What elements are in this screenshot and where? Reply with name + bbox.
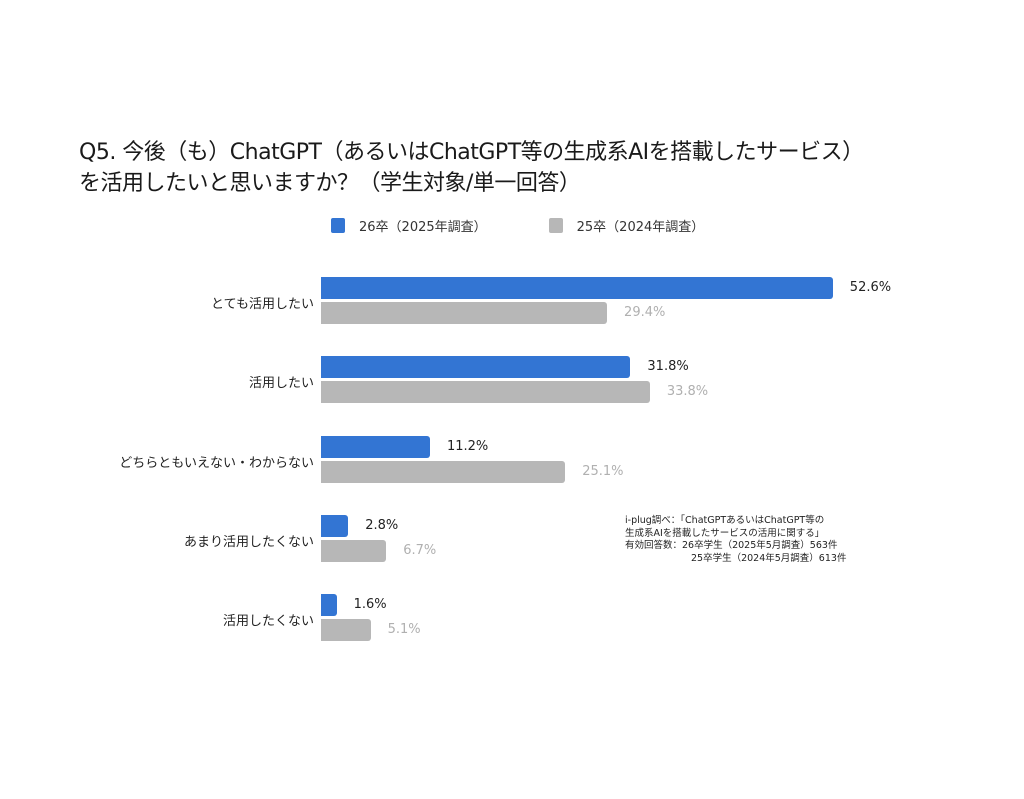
legend-swatch-2024	[548, 218, 563, 233]
legend-item-2024: 25卒（2024年調査）	[548, 216, 705, 235]
bar-value-label: 52.6%	[849, 280, 892, 295]
legend-item-2025: 26卒（2025年調査）	[331, 216, 487, 235]
bar-value-label: 11.2%	[446, 438, 489, 454]
source-note-line-2: 生成系AIを搭載したサービスの活用に関する」	[625, 527, 825, 539]
source-note-line-3: 有効回答数：26卒学生（2025年5月調査）563件	[625, 540, 838, 551]
bar-value-label: 1.6%	[353, 597, 387, 613]
legend-label-2025: 26卒（2025年調査）	[359, 220, 487, 235]
bar-value-label: 33.8%	[666, 384, 709, 400]
bar-2024	[321, 381, 650, 404]
legend-swatch-2025	[331, 218, 345, 233]
bar-value-label: 5.1%	[387, 622, 421, 638]
bar-value-label: 6.7%	[403, 542, 437, 558]
bar-value-label: 29.4%	[624, 305, 666, 320]
bar-value-label: 31.8%	[647, 359, 689, 375]
source-note-line-1: i-plug調べ：「ChatGPTあるいはChatGPT等の	[625, 515, 825, 526]
chart-title-line-1: Q5. 今後（も）ChatGPT（あるいはChatGPT等の生成系AIを搭載した…	[79, 140, 864, 165]
bar-2024	[321, 619, 371, 642]
source-note: i-plug調べ：「ChatGPTあるいはChatGPT等の 生成系AIを搭載し…	[625, 515, 846, 565]
chart-title-line-2: を活用したいと思いますか？（学生対象/単一回答）	[79, 171, 581, 196]
category-label: 活用したい	[248, 376, 314, 392]
bar-2025	[321, 594, 337, 617]
bar-2025	[321, 356, 631, 379]
bar-2024	[321, 302, 608, 324]
category-label: 活用したくない	[222, 614, 314, 630]
bar-value-label: 25.1%	[582, 463, 624, 479]
bar-2025	[321, 514, 349, 537]
chart-title: Q5. 今後（も）ChatGPT（あるいはChatGPT等の生成系AIを搭載した…	[79, 137, 864, 199]
bar-value-label: 2.8%	[365, 517, 399, 533]
legend-label-2024: 25卒（2024年調査）	[576, 220, 705, 235]
legend: 26卒（2025年調査） 25卒（2024年調査）	[331, 216, 766, 235]
bar-2025	[321, 435, 430, 458]
bar-2025	[321, 277, 833, 299]
source-note-line-4: 25卒学生（2024年5月調査）613件	[691, 552, 847, 564]
bar-2024	[321, 460, 566, 483]
bar-2024	[321, 539, 387, 562]
category-label: あまり活用したくない	[183, 534, 314, 550]
category-label: とても活用したい	[211, 297, 314, 312]
category-label: どちらともいえない・わからない	[119, 455, 314, 471]
